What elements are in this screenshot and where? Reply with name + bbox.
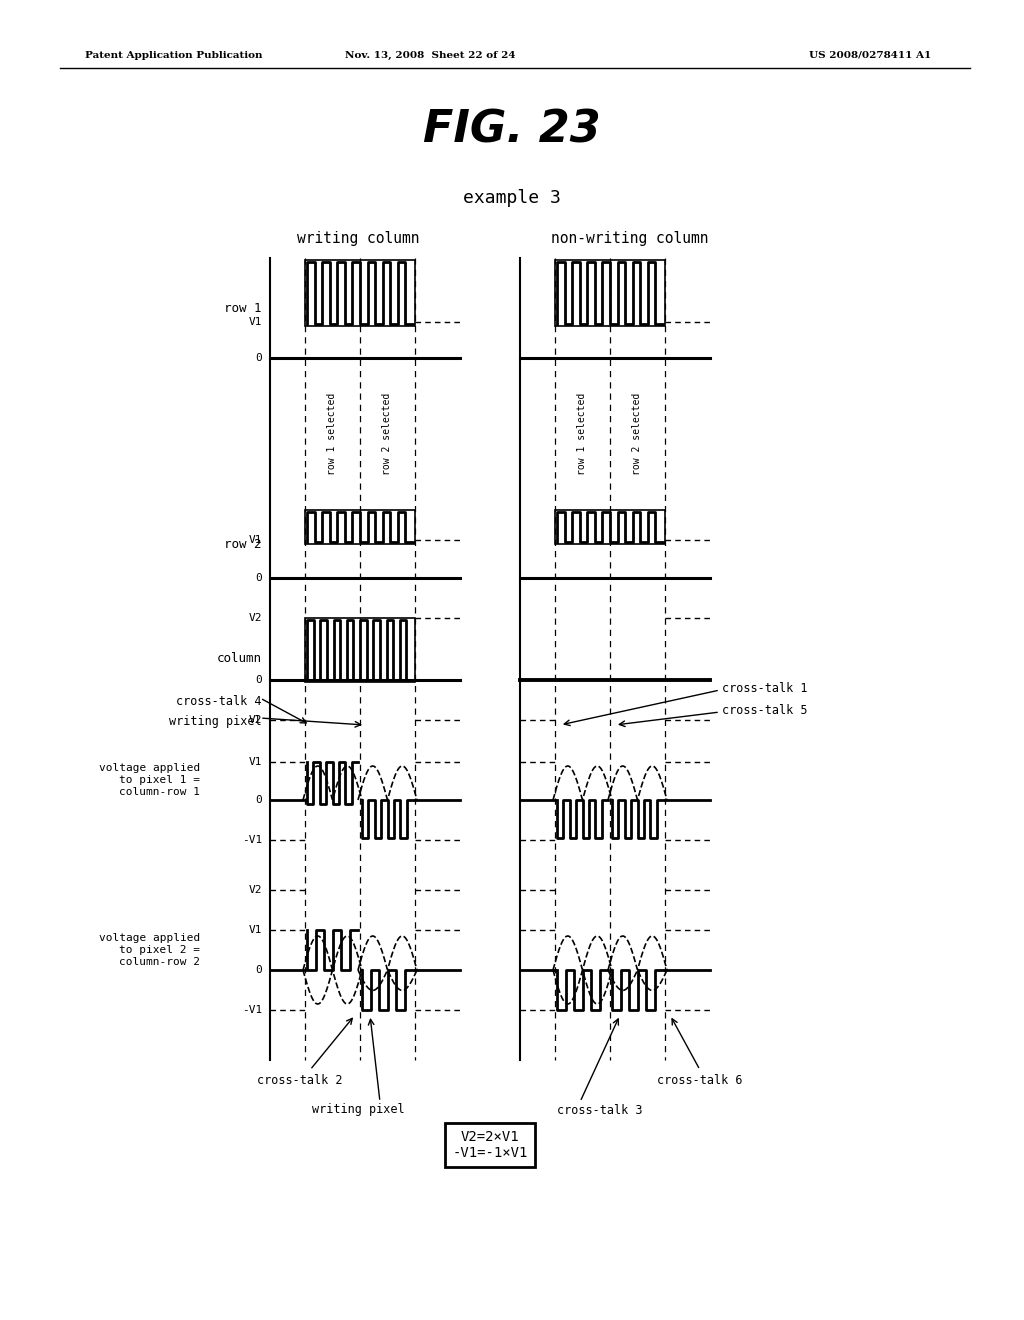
Text: column: column bbox=[217, 652, 262, 665]
Text: 0: 0 bbox=[255, 573, 262, 583]
Text: cross-talk 2: cross-talk 2 bbox=[257, 1073, 343, 1086]
Text: -V1: -V1 bbox=[242, 836, 262, 845]
Text: row 2: row 2 bbox=[224, 537, 262, 550]
Text: voltage applied
to pixel 1 =
column-row 1: voltage applied to pixel 1 = column-row … bbox=[98, 763, 200, 796]
Text: writing pixel: writing pixel bbox=[169, 715, 262, 729]
Text: Nov. 13, 2008  Sheet 22 of 24: Nov. 13, 2008 Sheet 22 of 24 bbox=[345, 50, 515, 59]
Text: row 2 selected: row 2 selected bbox=[382, 393, 392, 475]
Text: row 1 selected: row 1 selected bbox=[327, 393, 337, 475]
Text: V2: V2 bbox=[249, 884, 262, 895]
Bar bbox=[555, 510, 665, 544]
Text: V1: V1 bbox=[249, 925, 262, 935]
Text: V1: V1 bbox=[249, 756, 262, 767]
Text: voltage applied
to pixel 2 =
column-row 2: voltage applied to pixel 2 = column-row … bbox=[98, 933, 200, 966]
Text: cross-talk 6: cross-talk 6 bbox=[657, 1073, 742, 1086]
Text: writing pixel: writing pixel bbox=[311, 1104, 404, 1117]
Text: row 1: row 1 bbox=[224, 302, 262, 315]
Text: cross-talk 3: cross-talk 3 bbox=[557, 1104, 643, 1117]
Text: 0: 0 bbox=[255, 965, 262, 975]
Text: writing column: writing column bbox=[297, 231, 419, 246]
Bar bbox=[555, 260, 665, 326]
Text: 0: 0 bbox=[255, 795, 262, 805]
Bar bbox=[305, 260, 415, 326]
Text: V1: V1 bbox=[249, 317, 262, 327]
Text: non-writing column: non-writing column bbox=[551, 231, 709, 246]
Text: Patent Application Publication: Patent Application Publication bbox=[85, 50, 262, 59]
Text: US 2008/0278411 A1: US 2008/0278411 A1 bbox=[809, 50, 931, 59]
Text: 0: 0 bbox=[255, 352, 262, 363]
Text: cross-talk 5: cross-talk 5 bbox=[722, 704, 808, 717]
Text: V2: V2 bbox=[249, 612, 262, 623]
Text: cross-talk 1: cross-talk 1 bbox=[722, 681, 808, 694]
Text: row 1 selected: row 1 selected bbox=[577, 393, 587, 475]
Text: -V1: -V1 bbox=[242, 1005, 262, 1015]
Text: V2: V2 bbox=[249, 715, 262, 725]
Text: 0: 0 bbox=[255, 675, 262, 685]
Text: cross-talk 4: cross-talk 4 bbox=[176, 696, 262, 708]
Text: V1: V1 bbox=[249, 535, 262, 545]
Text: row 2 selected: row 2 selected bbox=[632, 393, 642, 475]
Bar bbox=[305, 510, 415, 544]
Text: V2=2×V1
-V1=-1×V1: V2=2×V1 -V1=-1×V1 bbox=[453, 1130, 527, 1160]
Bar bbox=[305, 618, 415, 682]
Text: example 3: example 3 bbox=[463, 189, 561, 207]
Text: FIG. 23: FIG. 23 bbox=[423, 108, 601, 152]
